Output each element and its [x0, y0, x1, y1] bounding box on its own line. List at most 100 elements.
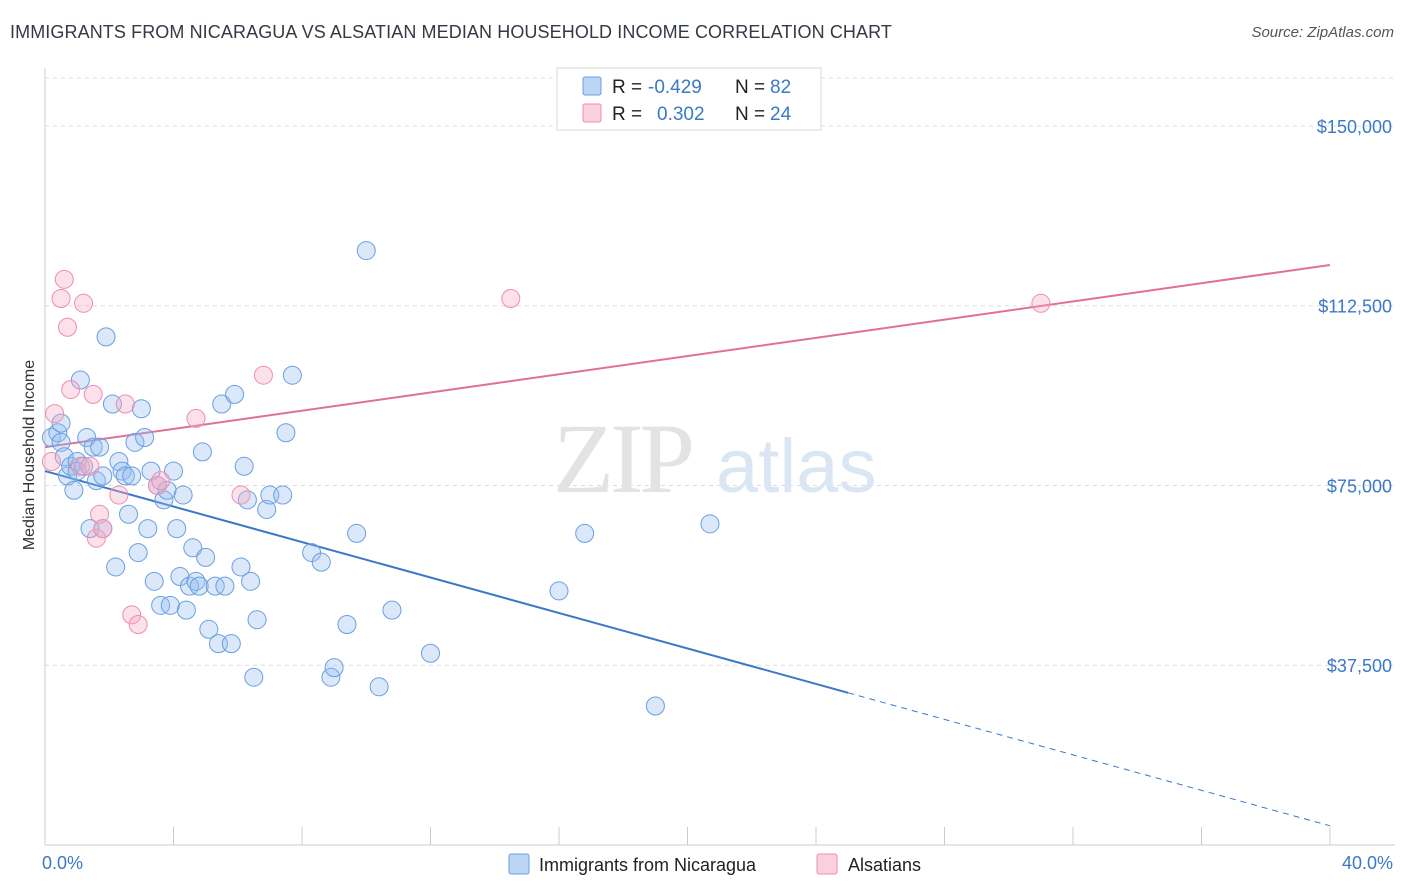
- y-tick-label-1: $75,000: [1327, 476, 1392, 496]
- point-nicaragua-28: [128, 543, 148, 563]
- point-nicaragua-32: [141, 461, 161, 481]
- point-nicaragua-78: [549, 581, 569, 601]
- point-nicaragua-79: [575, 523, 595, 543]
- bottom-legend-label-blue: Immigrants from Nicaragua: [539, 855, 757, 875]
- bottom-legend-swatch-pink: [816, 853, 838, 875]
- y-tick-label-2: $112,500: [1318, 297, 1392, 317]
- point-nicaragua-45: [183, 538, 203, 558]
- point-nicaragua-14: [83, 437, 103, 457]
- y-tick-label-0: $37,500: [1327, 656, 1392, 676]
- point-nicaragua-80: [645, 696, 665, 716]
- source-label: Source: ZipAtlas.com: [1251, 24, 1394, 41]
- bottom-legend: Immigrants from Nicaragua Alsatians: [508, 853, 921, 875]
- point-nicaragua-18: [93, 466, 113, 486]
- legend-r-value-pink: 0.302: [657, 104, 705, 125]
- series-immigrants-from-nicaragua: [41, 241, 720, 716]
- series-alsatians: [41, 269, 1051, 634]
- point-nicaragua-63: [257, 499, 277, 519]
- point-alsatian-19: [186, 408, 206, 428]
- point-nicaragua-68: [302, 543, 322, 563]
- point-alsatian-22: [501, 289, 521, 309]
- point-nicaragua-48: [192, 442, 212, 462]
- point-nicaragua-26: [122, 466, 142, 486]
- point-nicaragua-12: [77, 428, 97, 448]
- point-nicaragua-47: [189, 576, 209, 596]
- legend-swatch-pink: [582, 103, 602, 123]
- trend-line-pink: [44, 263, 1331, 449]
- point-nicaragua-31: [138, 519, 158, 539]
- chart-title: IMMIGRANTS FROM NICARAGUA VS ALSATIAN ME…: [10, 22, 893, 42]
- point-nicaragua-61: [244, 667, 264, 687]
- trend-line-blue-solid: [44, 470, 849, 694]
- y-axis-label: Median Household Income: [21, 360, 38, 550]
- point-alsatian-3: [54, 269, 74, 289]
- point-nicaragua-54: [215, 576, 235, 596]
- point-nicaragua-29: [131, 399, 151, 419]
- point-alsatian-2: [51, 289, 71, 309]
- point-nicaragua-76: [382, 600, 402, 620]
- bottom-legend-label-pink: Alsatians: [848, 855, 921, 875]
- point-nicaragua-67: [282, 365, 302, 385]
- point-nicaragua-40: [167, 519, 187, 539]
- point-nicaragua-43: [176, 600, 196, 620]
- point-alsatian-4: [57, 317, 77, 337]
- point-alsatian-10: [86, 528, 106, 548]
- point-nicaragua-21: [106, 557, 126, 577]
- point-alsatian-5: [61, 380, 81, 400]
- legend-r-label-blue: R =: [612, 77, 642, 98]
- y-tick-label-3: $150,000: [1317, 117, 1392, 137]
- point-nicaragua-51: [205, 576, 225, 596]
- legend-box: R = -0.429 N = 82 R = 0.302 N = 24: [556, 67, 822, 131]
- point-nicaragua-58: [234, 456, 254, 476]
- point-alsatian-15: [122, 605, 142, 625]
- point-nicaragua-81: [700, 514, 720, 534]
- point-alsatian-9: [83, 384, 103, 404]
- point-nicaragua-38: [160, 595, 180, 615]
- tick-labels: $37,500 $75,000 $112,500 $150,000 0.0% 40.0%: [42, 117, 1393, 873]
- point-nicaragua-55: [221, 634, 241, 654]
- point-nicaragua-77: [421, 643, 440, 663]
- point-alsatian-1: [45, 404, 65, 424]
- point-nicaragua-50: [199, 619, 219, 639]
- point-nicaragua-7: [64, 480, 84, 500]
- point-nicaragua-69: [311, 552, 331, 572]
- point-alsatian-23: [1031, 293, 1051, 313]
- point-nicaragua-19: [96, 327, 116, 347]
- point-nicaragua-35: [151, 595, 171, 615]
- point-alsatian-8: [80, 456, 100, 476]
- point-nicaragua-3: [51, 432, 71, 452]
- legend-n-value-pink: 24: [770, 104, 792, 125]
- point-nicaragua-2: [51, 413, 71, 433]
- point-nicaragua-71: [324, 658, 344, 678]
- bottom-legend-swatch-blue: [508, 853, 530, 875]
- point-nicaragua-73: [347, 523, 367, 543]
- legend-n-label-blue: N =: [735, 77, 765, 98]
- point-alsatian-16: [128, 614, 148, 634]
- point-nicaragua-49: [196, 547, 216, 567]
- point-nicaragua-30: [135, 428, 155, 448]
- point-nicaragua-60: [241, 571, 261, 591]
- legend-n-value-blue: 82: [770, 77, 791, 98]
- point-alsatian-0: [41, 452, 61, 471]
- point-alsatian-21: [253, 365, 273, 385]
- watermark: ZIP atlas: [553, 403, 877, 514]
- x-tick-label-0: 0.0%: [42, 853, 83, 873]
- point-nicaragua-16: [90, 437, 110, 457]
- x-tick-label-1: 40.0%: [1342, 853, 1393, 873]
- point-nicaragua-56: [225, 384, 245, 404]
- point-nicaragua-39: [164, 461, 183, 481]
- point-nicaragua-27: [125, 432, 145, 452]
- point-alsatian-14: [115, 394, 135, 414]
- point-nicaragua-75: [369, 677, 389, 697]
- legend-swatch-blue: [582, 76, 602, 96]
- point-nicaragua-25: [119, 504, 139, 524]
- point-nicaragua-65: [273, 485, 293, 505]
- point-nicaragua-74: [356, 241, 376, 261]
- legend-r-value-blue: -0.429: [648, 77, 702, 98]
- point-nicaragua-4: [54, 447, 74, 467]
- point-alsatian-6: [70, 456, 90, 476]
- trend-line-blue-dashed: [847, 692, 1331, 827]
- point-alsatian-18: [151, 471, 171, 491]
- point-nicaragua-33: [144, 571, 164, 591]
